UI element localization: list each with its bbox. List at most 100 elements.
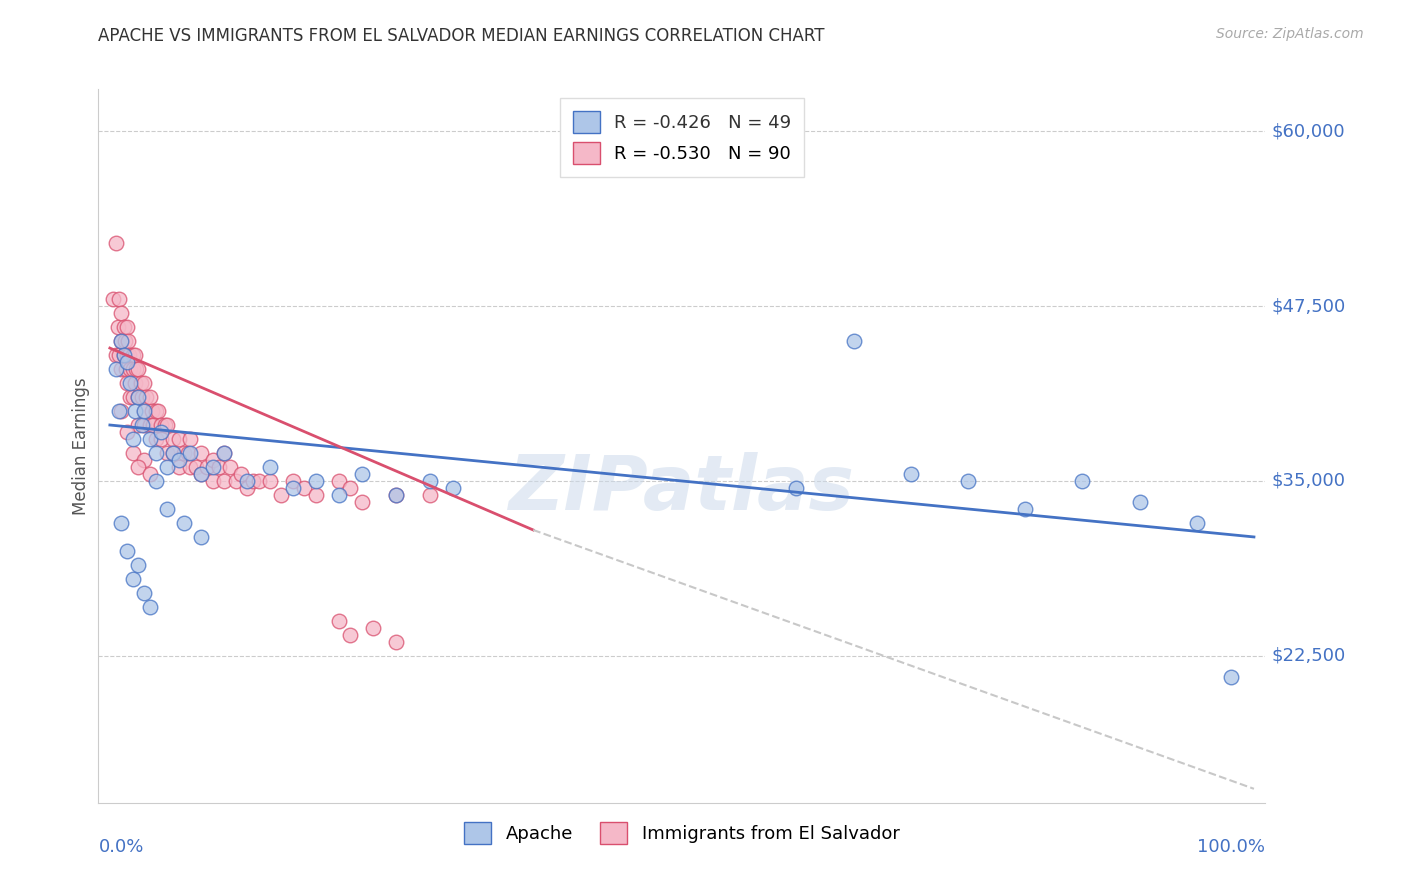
Point xyxy=(142,417,165,432)
Point xyxy=(139,599,162,614)
Point xyxy=(115,544,138,558)
Point xyxy=(419,474,441,488)
Point xyxy=(225,474,247,488)
Point xyxy=(112,320,135,334)
Point xyxy=(104,348,127,362)
Point xyxy=(121,446,143,460)
Point xyxy=(121,362,143,376)
Point xyxy=(117,334,139,348)
Point xyxy=(110,334,132,348)
Point xyxy=(114,334,136,348)
Point xyxy=(134,404,156,418)
Point xyxy=(190,446,212,460)
Point xyxy=(145,432,167,446)
Point xyxy=(385,488,408,502)
Point xyxy=(339,481,361,495)
Point xyxy=(201,474,224,488)
Point xyxy=(184,460,207,475)
Point xyxy=(108,292,131,306)
Point xyxy=(1220,670,1243,684)
Text: APACHE VS IMMIGRANTS FROM EL SALVADOR MEDIAN EARNINGS CORRELATION CHART: APACHE VS IMMIGRANTS FROM EL SALVADOR ME… xyxy=(98,27,825,45)
Text: 100.0%: 100.0% xyxy=(1198,838,1265,856)
Point xyxy=(120,362,142,376)
Point xyxy=(115,348,138,362)
Point xyxy=(956,474,979,488)
Point xyxy=(125,362,148,376)
Point xyxy=(190,467,212,481)
Point xyxy=(201,453,224,467)
Point xyxy=(162,432,184,446)
Point xyxy=(110,306,132,320)
Point xyxy=(441,481,464,495)
Point xyxy=(179,460,201,475)
Point xyxy=(121,390,143,404)
Point xyxy=(162,446,184,460)
Point xyxy=(115,355,138,369)
Point xyxy=(167,432,190,446)
Point xyxy=(129,376,152,390)
Point xyxy=(195,460,218,475)
Point xyxy=(127,460,149,475)
Point xyxy=(236,474,259,488)
Point xyxy=(156,446,179,460)
Point xyxy=(118,348,141,362)
Point xyxy=(110,362,132,376)
Point xyxy=(141,404,163,418)
Point xyxy=(103,292,125,306)
Point xyxy=(419,488,441,502)
Point xyxy=(214,474,236,488)
Point xyxy=(134,376,156,390)
Point xyxy=(108,404,131,418)
Point xyxy=(104,362,127,376)
Point xyxy=(127,390,149,404)
Point xyxy=(134,453,156,467)
Point xyxy=(135,390,157,404)
Point xyxy=(190,467,212,481)
Point xyxy=(127,558,149,572)
Text: $35,000: $35,000 xyxy=(1271,472,1346,490)
Point xyxy=(281,481,304,495)
Point xyxy=(1128,495,1150,509)
Point xyxy=(156,460,179,475)
Point xyxy=(214,446,236,460)
Point xyxy=(108,348,131,362)
Point xyxy=(1014,502,1036,516)
Point xyxy=(115,320,138,334)
Point xyxy=(146,404,169,418)
Point xyxy=(385,635,408,649)
Point xyxy=(201,460,224,475)
Point xyxy=(150,425,173,439)
Point xyxy=(145,446,167,460)
Point xyxy=(328,614,350,628)
Point xyxy=(131,417,153,432)
Point xyxy=(173,516,195,530)
Point xyxy=(785,481,807,495)
Point xyxy=(339,628,361,642)
Point xyxy=(124,404,146,418)
Point xyxy=(153,417,176,432)
Point xyxy=(350,495,373,509)
Point xyxy=(214,446,236,460)
Point xyxy=(156,502,179,516)
Point xyxy=(112,348,135,362)
Point xyxy=(156,417,179,432)
Point xyxy=(150,432,173,446)
Point xyxy=(259,460,281,475)
Point xyxy=(176,446,198,460)
Point xyxy=(139,390,162,404)
Point xyxy=(167,453,190,467)
Point xyxy=(134,404,156,418)
Point xyxy=(120,376,142,390)
Point xyxy=(115,425,138,439)
Point xyxy=(110,404,132,418)
Point xyxy=(110,334,132,348)
Point xyxy=(179,432,201,446)
Text: $22,500: $22,500 xyxy=(1271,647,1346,665)
Point xyxy=(247,474,270,488)
Text: $47,500: $47,500 xyxy=(1271,297,1346,315)
Point xyxy=(328,488,350,502)
Point xyxy=(139,467,162,481)
Point xyxy=(139,432,162,446)
Point xyxy=(134,586,156,600)
Point xyxy=(115,362,138,376)
